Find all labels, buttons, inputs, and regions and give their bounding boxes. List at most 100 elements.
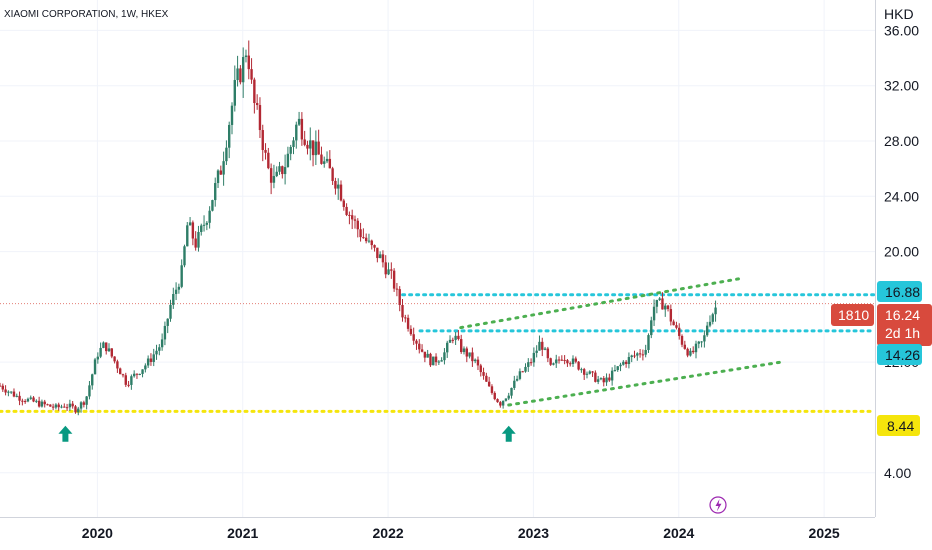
candle-body bbox=[418, 343, 421, 350]
candle-body bbox=[300, 118, 304, 140]
candle-body bbox=[317, 141, 320, 155]
candle-body bbox=[476, 359, 480, 366]
candle-body bbox=[353, 219, 357, 221]
candle-body bbox=[331, 168, 334, 181]
candle-body bbox=[395, 288, 399, 290]
candle-body bbox=[387, 269, 390, 275]
candle-body bbox=[471, 352, 474, 362]
candle-body bbox=[191, 222, 195, 239]
candle-body bbox=[118, 368, 122, 375]
candle-body bbox=[267, 152, 270, 169]
candle-body bbox=[457, 335, 460, 340]
y-tick-label: 20.00 bbox=[884, 244, 919, 260]
candle-body bbox=[409, 328, 413, 335]
candle-body bbox=[708, 321, 712, 326]
candle-body bbox=[105, 342, 108, 352]
candle-body bbox=[26, 398, 30, 402]
candle-body bbox=[434, 356, 438, 363]
x-tick-label: 2022 bbox=[373, 525, 404, 541]
candle-body bbox=[513, 380, 516, 388]
candle-body bbox=[432, 356, 435, 366]
candle-body bbox=[515, 378, 519, 381]
candle-body bbox=[591, 371, 594, 373]
candle-body bbox=[686, 348, 689, 356]
grid bbox=[0, 0, 875, 517]
y-tick-label: 36.00 bbox=[884, 22, 919, 38]
candle-body bbox=[420, 349, 424, 352]
candle-body bbox=[236, 68, 239, 81]
badge-support-low: 8.44 bbox=[877, 415, 920, 436]
arrow-markers bbox=[58, 425, 516, 442]
candle-body bbox=[705, 325, 709, 336]
candle-body bbox=[186, 225, 189, 247]
candle-body bbox=[37, 400, 41, 407]
candle-body bbox=[91, 374, 94, 386]
candle-body bbox=[281, 166, 284, 175]
candle-body bbox=[711, 314, 714, 322]
candle-body bbox=[666, 305, 670, 310]
candle-body bbox=[437, 361, 441, 363]
candle-body bbox=[689, 350, 692, 356]
candle-body bbox=[619, 364, 622, 367]
lightning-icon[interactable] bbox=[709, 496, 727, 514]
candle-body bbox=[496, 399, 499, 403]
candle-body bbox=[460, 339, 463, 353]
candle-body bbox=[172, 294, 175, 305]
candle-body bbox=[174, 289, 178, 295]
candle-body bbox=[633, 355, 636, 357]
candle-body bbox=[314, 141, 318, 156]
candle-body bbox=[546, 348, 550, 359]
bar-countdown: 2d 1h bbox=[885, 325, 920, 341]
up-arrow-icon bbox=[58, 425, 73, 442]
candle-body bbox=[510, 387, 513, 396]
candle-body bbox=[577, 361, 580, 370]
candle-body bbox=[177, 286, 181, 290]
candle-body bbox=[141, 369, 144, 374]
candle-body bbox=[202, 224, 206, 226]
candle-body bbox=[454, 335, 457, 340]
candle-body bbox=[622, 361, 625, 365]
candle-body bbox=[303, 139, 306, 145]
candle-body bbox=[88, 385, 91, 397]
candle-body bbox=[51, 406, 55, 408]
candle-body bbox=[636, 353, 639, 356]
x-tick-label: 2021 bbox=[227, 525, 258, 541]
candle-body bbox=[398, 289, 401, 305]
candle-body bbox=[384, 262, 387, 275]
candle-body bbox=[415, 340, 418, 344]
candle-body bbox=[429, 353, 432, 366]
candle-body bbox=[40, 401, 44, 407]
candle-body bbox=[401, 304, 404, 318]
candle-body bbox=[669, 309, 673, 322]
candle-body bbox=[169, 304, 172, 319]
candle-body bbox=[96, 356, 100, 360]
candle-body bbox=[356, 220, 359, 230]
candle-body bbox=[124, 375, 127, 385]
candle-body bbox=[532, 352, 536, 363]
candle-body bbox=[602, 378, 605, 383]
candle-body bbox=[373, 245, 376, 248]
candle-body bbox=[339, 184, 343, 201]
candle-body bbox=[43, 401, 46, 405]
candle-body bbox=[334, 180, 337, 189]
price-scale-pane[interactable] bbox=[875, 0, 932, 550]
candle-body bbox=[144, 365, 147, 370]
candle-body bbox=[588, 371, 591, 374]
candle-body bbox=[675, 325, 678, 328]
candle-body bbox=[325, 158, 329, 162]
candle-body bbox=[367, 240, 371, 242]
candle-body bbox=[132, 373, 136, 377]
candle-body bbox=[250, 69, 253, 80]
candle-body bbox=[4, 389, 7, 393]
candle-body bbox=[18, 395, 21, 401]
candle-body bbox=[85, 396, 88, 405]
candle-body bbox=[205, 222, 209, 225]
candle-body bbox=[77, 408, 80, 413]
candle-body bbox=[661, 298, 664, 310]
candle-body bbox=[381, 254, 385, 263]
candle-body bbox=[180, 265, 183, 287]
candle-body bbox=[529, 362, 533, 364]
candle-body bbox=[46, 404, 49, 406]
candle-body bbox=[582, 369, 586, 375]
